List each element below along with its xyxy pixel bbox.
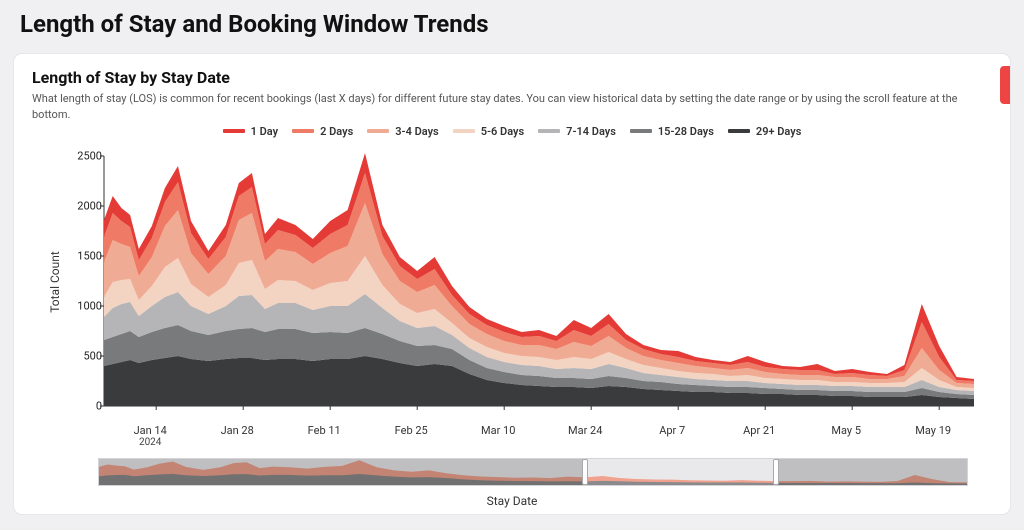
legend-label: 2 Days bbox=[320, 125, 353, 138]
legend-item[interactable]: 5-6 Days bbox=[453, 125, 524, 138]
chart-plot: Total Count 05001000150020002500 bbox=[38, 140, 978, 424]
legend-item[interactable]: 3-4 Days bbox=[367, 125, 438, 138]
y-tick-labels: 05001000150020002500 bbox=[74, 140, 102, 424]
brush-handle-right[interactable] bbox=[773, 459, 779, 485]
stacked-area-svg bbox=[38, 140, 978, 424]
legend-label: 5-6 Days bbox=[481, 125, 524, 138]
legend-item[interactable]: 2 Days bbox=[292, 125, 353, 138]
legend-label: 15-28 Days bbox=[658, 125, 714, 138]
right-side-tab[interactable] bbox=[1000, 66, 1010, 104]
legend-swatch bbox=[538, 129, 560, 133]
legend-label: 29+ Days bbox=[756, 125, 801, 138]
brush-handle-left[interactable] bbox=[582, 459, 588, 485]
chart-subtitle: What length of stay (LOS) is common for … bbox=[32, 91, 992, 123]
legend-item[interactable]: 29+ Days bbox=[728, 125, 801, 138]
page-title: Length of Stay and Booking Window Trends bbox=[0, 0, 1024, 44]
legend-swatch bbox=[453, 129, 475, 133]
legend-label: 1 Day bbox=[251, 125, 278, 138]
legend-swatch bbox=[630, 129, 652, 133]
legend-item[interactable]: 15-28 Days bbox=[630, 125, 714, 138]
legend-item[interactable]: 7-14 Days bbox=[538, 125, 616, 138]
legend-label: 7-14 Days bbox=[566, 125, 616, 138]
legend-item[interactable]: 1 Day bbox=[223, 125, 278, 138]
legend-swatch bbox=[292, 129, 314, 133]
chart-legend: 1 Day 2 Days 3-4 Days 5-6 Days 7-14 Days 15-2… bbox=[32, 125, 992, 138]
legend-swatch bbox=[223, 129, 245, 133]
x-tick-labels: Jan 142024Jan 28Feb 11Feb 25Mar 10Mar 24… bbox=[98, 424, 968, 452]
time-scroll-brush[interactable] bbox=[98, 458, 968, 486]
chart-title: Length of Stay by Stay Date bbox=[32, 68, 992, 87]
x-axis-label: Stay Date bbox=[32, 494, 992, 508]
legend-swatch bbox=[367, 129, 389, 133]
y-axis-label: Total Count bbox=[48, 251, 62, 313]
legend-label: 3-4 Days bbox=[395, 125, 438, 138]
legend-swatch bbox=[728, 129, 750, 133]
chart-card: Length of Stay by Stay Date What length … bbox=[14, 54, 1010, 514]
